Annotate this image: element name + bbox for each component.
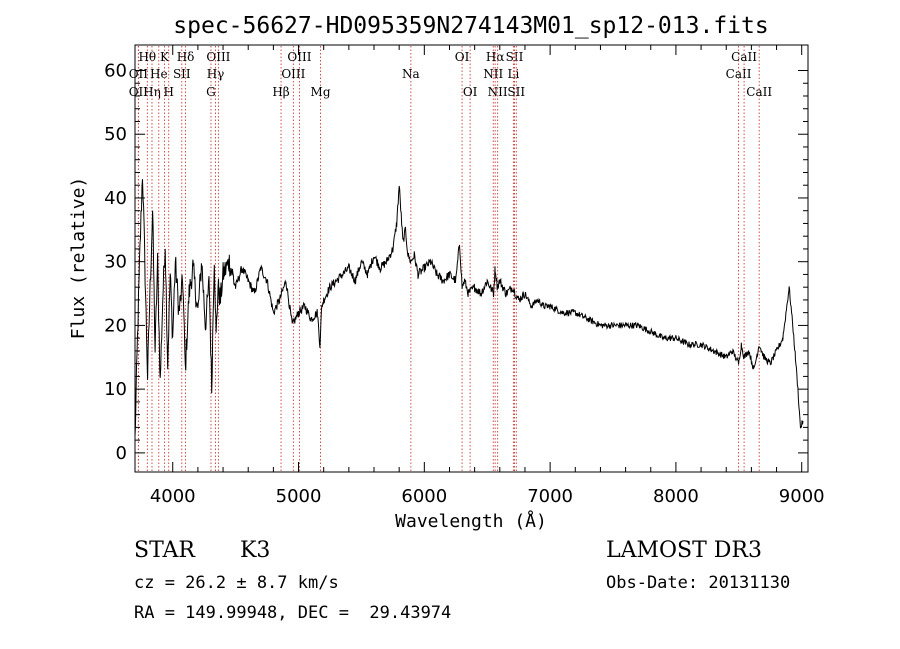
x-tick-label-2: 6000 xyxy=(401,486,447,507)
x-tick-label-1: 5000 xyxy=(276,486,322,507)
line-label-13: OIII xyxy=(281,67,305,81)
line-label-24: SII xyxy=(507,85,525,99)
survey-name: LAMOST DR3 xyxy=(606,538,762,563)
x-tick-label-4: 8000 xyxy=(653,486,699,507)
line-label-12: Hβ xyxy=(272,85,289,99)
line-label-4: He xyxy=(150,67,168,81)
line-label-27: CaII xyxy=(746,85,772,99)
axis-ticks: 4000 5000 6000 7000 8000 9000 0 10 20 30 40 50 60 xyxy=(104,45,825,507)
line-label-5: K xyxy=(160,50,170,64)
line-label-2: OII xyxy=(129,85,149,99)
line-label-23: SII xyxy=(506,50,524,64)
line-label-16: Na xyxy=(402,67,420,81)
y-tick-label-2: 20 xyxy=(104,315,127,336)
line-label-6: H xyxy=(163,85,173,99)
series-0-line xyxy=(134,179,804,437)
ra-dec: RA = 149.99948, DEC = 29.43974 xyxy=(134,603,452,623)
y-tick-label-1: 10 xyxy=(104,379,127,400)
y-tick-label-0: 0 xyxy=(116,443,127,464)
line-label-22: Li xyxy=(507,67,519,81)
chart-title: spec-56627-HD095359N274143M01_sp12-013.f… xyxy=(173,13,768,39)
y-tick-label-3: 30 xyxy=(104,252,127,273)
x-tick-label-0: 4000 xyxy=(150,486,196,507)
series-layer xyxy=(134,179,804,437)
y-tick-label-5: 50 xyxy=(104,124,127,145)
redshift-cz: cz = 26.2 ± 8.7 km/s xyxy=(134,573,339,593)
line-label-8: Hδ xyxy=(177,50,195,64)
object-type: STAR xyxy=(134,538,195,563)
x-axis-label: Wavelength (Å) xyxy=(395,510,547,532)
line-label-17: OI xyxy=(455,50,470,64)
line-label-3: Hη xyxy=(143,85,161,99)
line-label-7: SII xyxy=(173,67,191,81)
line-label-11: G xyxy=(206,85,216,99)
line-label-18: OI xyxy=(463,85,478,99)
line-label-0: Hθ xyxy=(138,50,156,64)
plot-frame xyxy=(134,44,809,473)
y-tick-label-4: 40 xyxy=(104,188,127,209)
line-label-21: NII xyxy=(488,85,508,99)
line-label-26: CaII xyxy=(731,50,757,64)
line-label-20: Hα xyxy=(486,50,505,64)
obs-date: Obs-Date: 20131130 xyxy=(606,573,791,593)
line-label-14: OIII xyxy=(287,50,311,64)
line-label-10: Hγ xyxy=(207,67,225,81)
x-tick-label-5: 9000 xyxy=(779,486,825,507)
line-label-15: Mg xyxy=(311,85,331,99)
line-label-9: OIII xyxy=(206,50,230,64)
line-label-19: NII xyxy=(483,67,503,81)
line-label-25: CaII xyxy=(726,67,752,81)
object-class: K3 xyxy=(240,538,271,563)
y-axis-label: Flux (relative) xyxy=(68,177,89,340)
x-tick-label-3: 7000 xyxy=(527,486,573,507)
y-tick-label-6: 60 xyxy=(104,60,127,81)
